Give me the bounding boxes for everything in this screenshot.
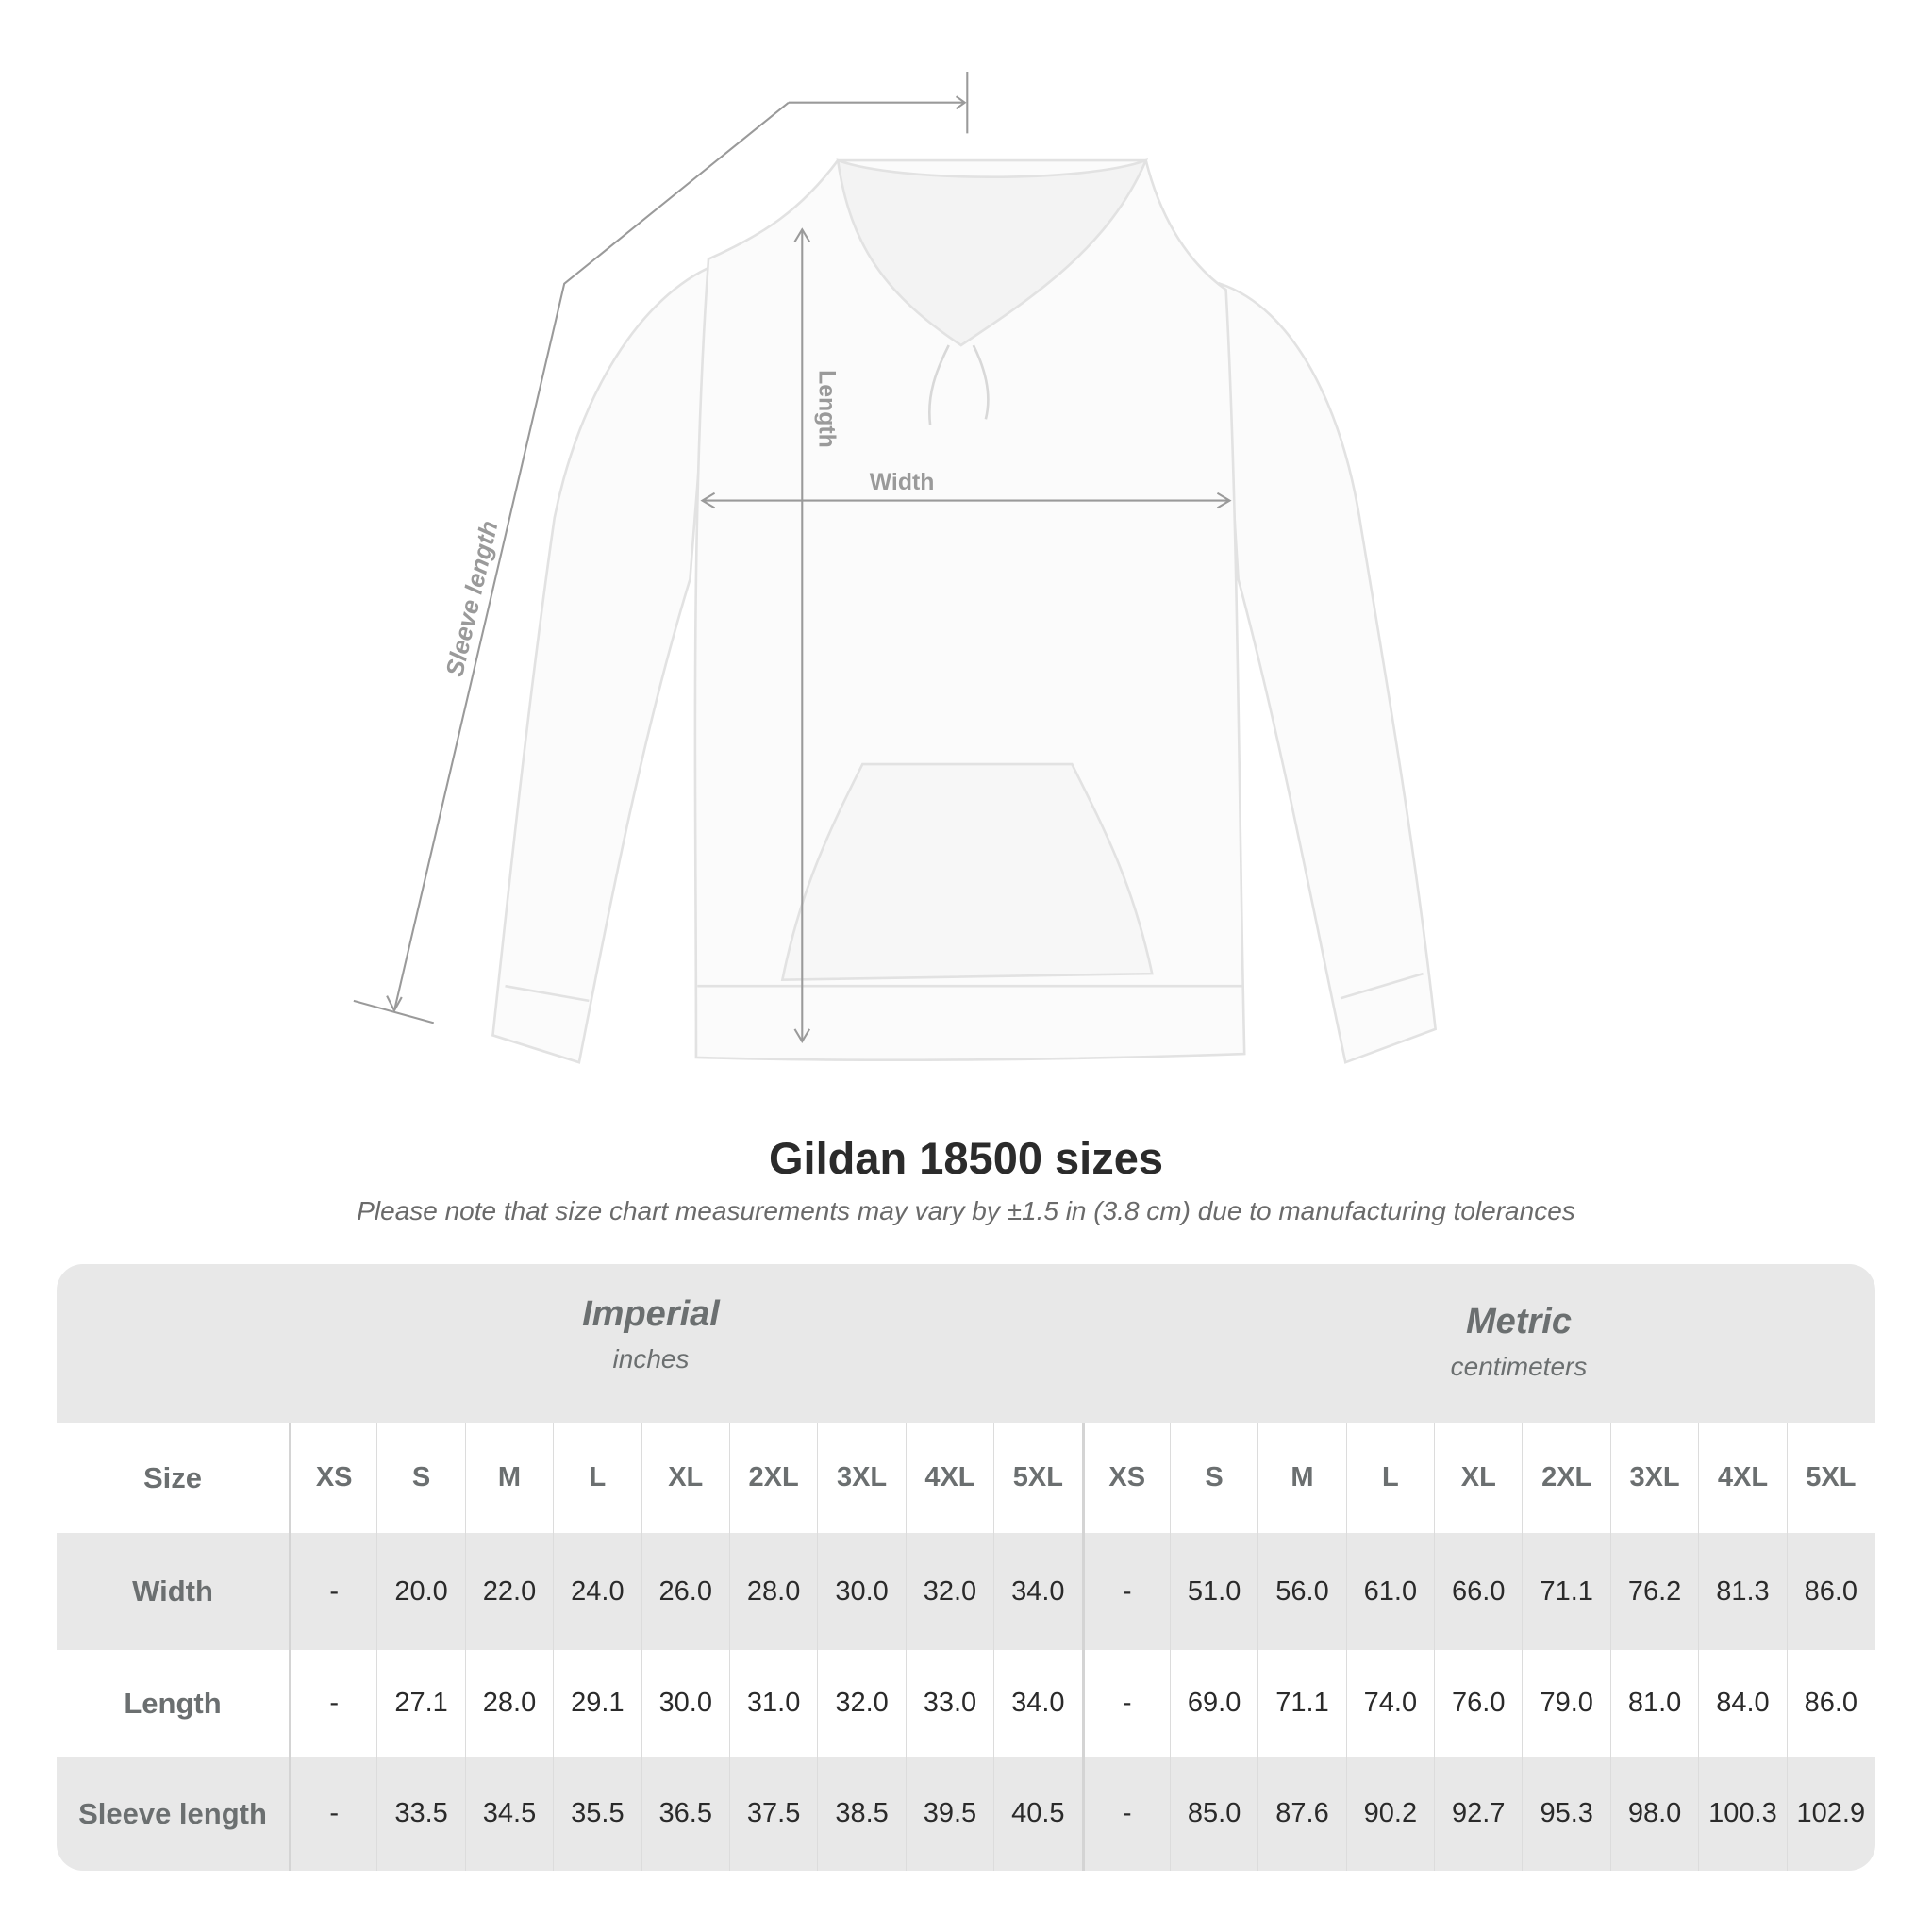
size-header-metric-2xl: 2XL	[1522, 1423, 1609, 1533]
table-cell-metric: 102.9	[1786, 1757, 1874, 1871]
row-label: Length	[124, 1686, 222, 1720]
size-header-imperial-xl: XL	[641, 1423, 729, 1533]
table-cell-imperial: 32.0	[817, 1650, 905, 1757]
table-cell-metric: -	[1081, 1757, 1170, 1871]
size-header-imperial-5xl: 5XL	[993, 1423, 1081, 1533]
size-header-imperial-l: L	[553, 1423, 641, 1533]
table-cell-imperial: 37.5	[728, 1757, 817, 1871]
table-cell-metric: 87.6	[1257, 1757, 1345, 1871]
table-cell-metric: 81.3	[1698, 1533, 1786, 1650]
table-cell-metric: 95.3	[1522, 1757, 1609, 1871]
table-cell-metric: 86.0	[1786, 1650, 1874, 1757]
size-header-metric-xl: XL	[1434, 1423, 1522, 1533]
table-cell-metric: -	[1081, 1533, 1170, 1650]
table-cell-imperial: 28.0	[728, 1533, 817, 1650]
table-cell-metric: 85.0	[1169, 1757, 1257, 1871]
table-cell-imperial: 36.5	[641, 1757, 729, 1871]
table-cell-metric: 74.0	[1345, 1650, 1434, 1757]
hoodie-image	[491, 158, 1438, 1064]
sleeve-length-label: Sleeve length	[440, 518, 503, 679]
table-cell-metric: 61.0	[1345, 1533, 1434, 1650]
table-cell-imperial: 28.0	[464, 1650, 553, 1757]
width-measure-line	[700, 491, 1232, 509]
size-header-row: Size XS S M L XL 2XL 3XL 4XL 5XL XS S M L XL 2XL 3XL 4XL…	[57, 1423, 1875, 1533]
imperial-title: Imperial	[582, 1294, 720, 1334]
size-header-imperial-s: S	[376, 1423, 464, 1533]
table-cell-imperial: 24.0	[553, 1533, 641, 1650]
table-cell-metric: 66.0	[1434, 1533, 1522, 1650]
table-cell-metric: 100.3	[1698, 1757, 1786, 1871]
table-cell-imperial: 34.0	[993, 1533, 1081, 1650]
table-cell-metric: 81.0	[1609, 1650, 1698, 1757]
table-cell-metric: 71.1	[1522, 1533, 1609, 1650]
table-cell-metric: 76.0	[1434, 1650, 1522, 1757]
size-header-metric-xs: XS	[1081, 1423, 1170, 1533]
table-cell-metric: 56.0	[1257, 1533, 1345, 1650]
table-cell-imperial: 20.0	[376, 1533, 464, 1650]
size-header-imperial-4xl: 4XL	[905, 1423, 993, 1533]
table-cell-imperial: 31.0	[728, 1650, 817, 1757]
table-cell-metric: 86.0	[1786, 1533, 1874, 1650]
table-cell-imperial: 22.0	[464, 1533, 553, 1650]
size-header-imperial-m: M	[464, 1423, 553, 1533]
length-measure-line	[793, 227, 811, 1043]
table-cell-imperial: 26.0	[641, 1533, 729, 1650]
size-table: Imperial inches Metric centimeters Size …	[57, 1264, 1875, 1871]
table-row-sleeve-length: Sleeve length -33.5 34.5 35.5 36.5 37.5 38.5 39…	[57, 1757, 1875, 1871]
size-header-imperial-3xl: 3XL	[817, 1423, 905, 1533]
size-header-metric-l: L	[1345, 1423, 1434, 1533]
tolerance-note: Please note that size chart measurements…	[357, 1196, 1575, 1225]
hoodie-illustration: Length Width Sleeve length	[353, 72, 1438, 1064]
table-row-length: Length -27.1 28.0 29.1 30.0 31.0 32.0 33.0 34.0-…	[57, 1650, 1875, 1757]
table-cell-imperial: 33.5	[376, 1757, 464, 1871]
table-cell-imperial: 34.0	[993, 1650, 1081, 1757]
table-cell-imperial: 40.5	[993, 1757, 1081, 1871]
size-header-metric-3xl: 3XL	[1609, 1423, 1698, 1533]
width-label: Width	[870, 470, 935, 495]
size-header-metric-m: M	[1257, 1423, 1345, 1533]
size-label: Size	[142, 1460, 203, 1494]
table-cell-metric: 98.0	[1609, 1757, 1698, 1871]
table-cell-metric: -	[1081, 1650, 1170, 1757]
metric-unit: centimeters	[1450, 1352, 1588, 1381]
table-cell-imperial: 30.0	[641, 1650, 729, 1757]
size-header-imperial-2xl: 2XL	[728, 1423, 817, 1533]
table-row-width: Width -20.0 22.0 24.0 26.0 28.0 30.0 32.0 34.0-5…	[57, 1533, 1875, 1650]
table-cell-imperial: -	[289, 1533, 376, 1650]
row-label: Sleeve length	[78, 1796, 267, 1830]
table-cell-metric: 92.7	[1434, 1757, 1522, 1871]
metric-title: Metric	[1466, 1302, 1572, 1341]
table-cell-metric: 69.0	[1169, 1650, 1257, 1757]
unit-system-header: Imperial inches Metric centimeters	[57, 1264, 1875, 1423]
metric-header: Metric centimeters	[1236, 1302, 1802, 1382]
page-title: Gildan 18500 sizes	[768, 1133, 1164, 1183]
row-label: Width	[132, 1574, 213, 1607]
table-cell-imperial: 33.0	[905, 1650, 993, 1757]
table-cell-imperial: -	[289, 1650, 376, 1757]
table-cell-metric: 71.1	[1257, 1650, 1345, 1757]
table-cell-imperial: 38.5	[817, 1757, 905, 1871]
table-cell-imperial: 29.1	[553, 1650, 641, 1757]
table-cell-imperial: 35.5	[553, 1757, 641, 1871]
size-header-imperial-xs: XS	[289, 1423, 376, 1533]
table-cell-metric: 51.0	[1169, 1533, 1257, 1650]
table-cell-imperial: 27.1	[376, 1650, 464, 1757]
table-cell-imperial: -	[289, 1757, 376, 1871]
table-cell-imperial: 39.5	[905, 1757, 993, 1871]
size-header-metric-s: S	[1169, 1423, 1257, 1533]
size-header-metric-5xl: 5XL	[1786, 1423, 1874, 1533]
table-cell-metric: 79.0	[1522, 1650, 1609, 1757]
table-cell-metric: 76.2	[1609, 1533, 1698, 1650]
size-header-metric-4xl: 4XL	[1698, 1423, 1786, 1533]
sleeve-length-measure-line	[353, 72, 969, 1024]
table-cell-metric: 90.2	[1345, 1757, 1434, 1871]
length-label: Length	[814, 370, 840, 448]
table-cell-imperial: 34.5	[464, 1757, 553, 1871]
table-cell-imperial: 32.0	[905, 1533, 993, 1650]
imperial-header: Imperial inches	[368, 1294, 934, 1374]
imperial-unit: inches	[612, 1344, 690, 1374]
table-cell-metric: 84.0	[1698, 1650, 1786, 1757]
table-cell-imperial: 30.0	[817, 1533, 905, 1650]
